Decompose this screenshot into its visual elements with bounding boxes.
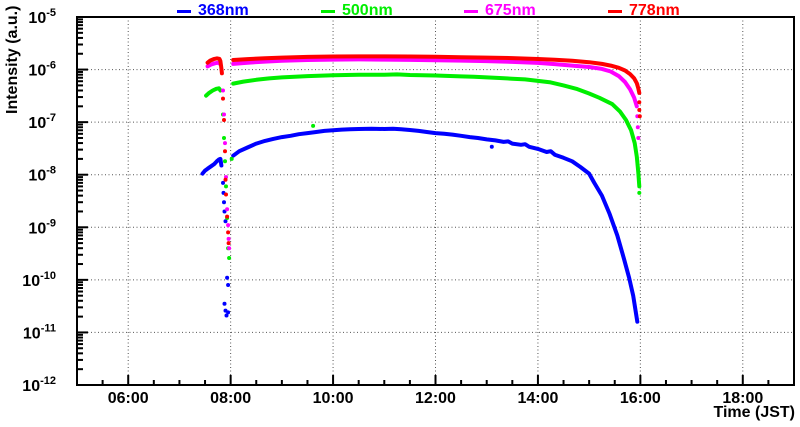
series-point-500nm — [224, 184, 228, 189]
legend-marker-778nm — [608, 9, 622, 13]
series-point-368nm — [225, 275, 230, 280]
y-tick-label: 10-6 — [28, 60, 56, 80]
legend-item-675nm: 675nm — [464, 2, 536, 20]
series-point-778nm — [223, 177, 228, 182]
series-point-368nm — [224, 313, 229, 318]
series-point-778nm — [224, 192, 228, 197]
series-point-778nm — [637, 100, 642, 105]
legend-label-675nm: 675nm — [485, 2, 536, 19]
series-point-778nm — [223, 149, 227, 154]
series-point-675nm — [635, 125, 640, 130]
x-tick-label: 12:00 — [415, 390, 456, 407]
legend-label-368nm: 368nm — [198, 2, 249, 19]
y-tick-label: 10-5 — [28, 7, 56, 27]
series-point-778nm — [222, 118, 226, 122]
x-tick-label: 08:00 — [210, 390, 251, 407]
series-point-778nm — [221, 96, 225, 101]
series-point-368nm — [221, 180, 225, 185]
y-tick-label: 10-10 — [22, 270, 56, 290]
series-point-500nm — [222, 136, 226, 140]
series-point-500nm — [223, 159, 227, 164]
x-tick-label: 16:00 — [620, 390, 661, 407]
series-burst-368nm — [200, 156, 224, 176]
series-point-500nm — [229, 156, 234, 161]
series-curve-500nm — [231, 72, 642, 189]
y-tick-label: 10-7 — [28, 112, 56, 132]
series-point-778nm — [637, 108, 642, 112]
x-tick-label: 18:00 — [722, 390, 763, 407]
series-point-500nm — [311, 123, 316, 128]
legend-item-368nm: 368nm — [177, 2, 249, 20]
series-point-778nm — [637, 114, 642, 119]
series-point-368nm — [489, 144, 494, 149]
series-curve-368nm — [231, 126, 640, 324]
series-point-500nm — [227, 256, 232, 260]
series-point-675nm — [223, 141, 227, 146]
y-tick-label: 10-9 — [28, 217, 56, 237]
series-point-368nm — [226, 283, 231, 287]
series-point-675nm — [226, 223, 231, 228]
legend-item-500nm: 500nm — [321, 2, 393, 20]
plot-frame — [76, 16, 795, 386]
series-point-368nm — [222, 200, 226, 205]
series-burst-500nm — [204, 86, 223, 98]
legend-label-778nm: 778nm — [629, 2, 680, 19]
series-point-500nm — [637, 190, 642, 195]
series-point-675nm — [227, 246, 232, 251]
x-tick-label: 14:00 — [517, 390, 558, 407]
series-point-368nm — [226, 310, 231, 315]
legend-marker-675nm — [464, 9, 478, 13]
x-tick-label: 06:00 — [108, 390, 149, 407]
series-curve-675nm — [231, 57, 639, 109]
legend-item-778nm: 778nm — [608, 2, 680, 20]
series-point-368nm — [223, 219, 228, 224]
series-point-778nm — [226, 241, 231, 246]
legend-label-500nm: 500nm — [342, 2, 393, 19]
series-point-675nm — [222, 112, 226, 117]
y-tick-label: 10-8 — [28, 165, 56, 185]
y-tick-label: 10-12 — [22, 375, 56, 395]
series-point-368nm — [222, 301, 227, 306]
y-axis-title: Intensity (a.u.) — [4, 5, 21, 114]
series-curve-778nm — [231, 54, 642, 95]
series-point-675nm — [226, 236, 231, 241]
y-tick-label: 10-11 — [23, 322, 56, 342]
x-axis-title: Time (JST) — [713, 404, 796, 421]
series-point-368nm — [222, 209, 227, 214]
legend-marker-500nm — [321, 9, 335, 13]
series-point-675nm — [221, 88, 225, 93]
series-point-778nm — [226, 230, 231, 235]
series-point-675nm — [636, 136, 641, 140]
series-point-675nm — [225, 207, 230, 212]
series-burst-778nm — [205, 56, 224, 76]
x-tick-label: 10:00 — [313, 390, 354, 407]
legend-marker-368nm — [177, 9, 191, 13]
series-point-778nm — [225, 214, 230, 219]
